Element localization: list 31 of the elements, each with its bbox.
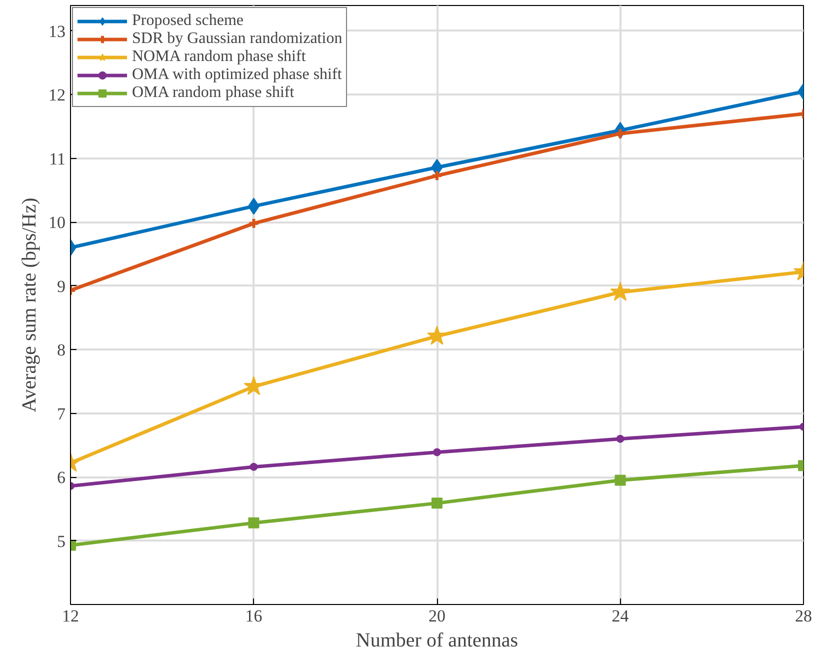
- x-tick-label: 28: [795, 606, 812, 626]
- legend-label: SDR by Gaussian randomization: [132, 30, 342, 48]
- legend-label: Proposed scheme: [132, 12, 244, 30]
- point: [432, 498, 442, 509]
- point: [248, 217, 260, 230]
- point: [616, 434, 624, 443]
- y-tick-label: 7: [57, 404, 66, 424]
- y-tick-label: 6: [57, 468, 66, 488]
- legend-label: OMA with optimized phase shift: [132, 66, 342, 84]
- y-axis-title: Average sum rate (bps/Hz): [18, 198, 40, 412]
- x-tick-label: 24: [612, 606, 630, 626]
- point: [431, 170, 443, 182]
- x-tick-label: 20: [428, 606, 446, 626]
- x-axis-title: Number of antennas: [356, 630, 518, 652]
- point: [614, 474, 626, 486]
- y-tick-label: 9: [57, 276, 66, 296]
- y-tick-label: 13: [48, 22, 66, 41]
- y-tick-label: 5: [57, 532, 66, 551]
- point: [610, 282, 630, 301]
- point: [250, 462, 258, 471]
- legend-label: NOMA random phase shift: [132, 48, 306, 66]
- y-tick-label: 8: [57, 340, 66, 360]
- y-tick-label: 12: [48, 86, 66, 105]
- legend-label: OMA random phase shift: [132, 84, 294, 102]
- y-tick-label: 10: [48, 213, 66, 232]
- x-tick-label: 16: [245, 606, 262, 626]
- y-tick-label: 11: [49, 149, 66, 168]
- point: [248, 517, 260, 528]
- point: [433, 448, 441, 456]
- point: [614, 128, 626, 140]
- point: [248, 198, 260, 215]
